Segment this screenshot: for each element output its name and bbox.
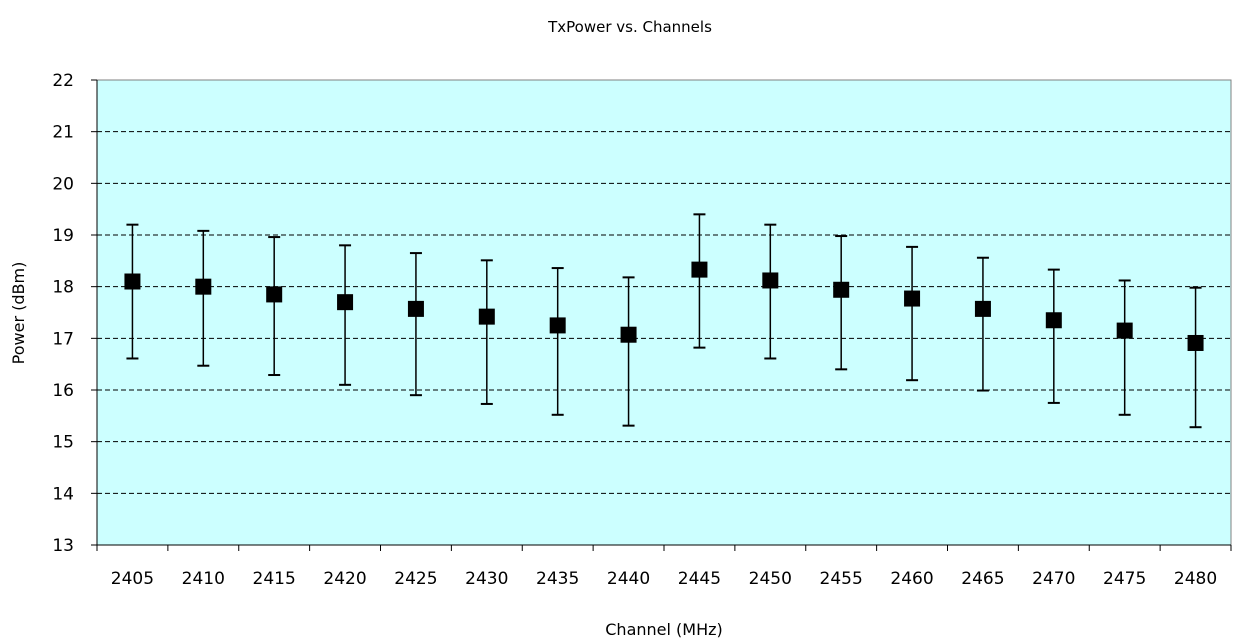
data-point [1187,334,1204,351]
x-tick-label: 2415 [253,569,296,589]
data-point [195,278,212,295]
y-tick-label: 13 [52,536,74,556]
x-tick-labels: 2405 2410 2415 2420 2425 2430 2435 2440 2445 2450… [111,569,1217,589]
x-tick-label: 2450 [749,569,792,589]
x-tick-label: 2410 [182,569,225,589]
y-tick-label: 16 [52,381,74,401]
x-tick-label: 2405 [111,569,154,589]
y-tick-label: 14 [52,484,74,504]
data-point [1116,322,1133,339]
data-point [691,261,708,278]
x-tick-label: 2445 [678,569,721,589]
data-point [266,286,283,303]
x-tick-label: 2480 [1174,569,1217,589]
data-point [1045,312,1062,329]
data-point [974,300,991,317]
axes [91,79,1232,551]
y-tick-label: 18 [52,278,74,298]
x-tick-label: 2470 [1032,569,1075,589]
x-tick-label: 2430 [465,569,508,589]
data-point [407,300,424,317]
y-tick-label: 19 [52,226,74,246]
data-point [762,272,779,289]
gridlines [97,131,1231,494]
y-tick-label: 17 [52,329,74,349]
y-tick-labels: 13 14 15 16 17 18 19 20 21 22 [52,71,74,556]
x-tick-label: 2475 [1103,569,1146,589]
error-bars [126,213,1202,429]
plot-area [96,79,1232,546]
x-tick-label: 2440 [607,569,650,589]
x-tick-label: 2425 [394,569,437,589]
y-tick-label: 15 [52,433,74,453]
data-point [833,281,850,298]
data-point [337,294,354,311]
x-axis-title: Channel (MHz) [605,620,723,639]
x-tick-label: 2460 [890,569,933,589]
data-point [549,317,566,334]
data-point [478,308,495,325]
data-point [620,326,637,343]
y-axis-title: Power (dBm) [9,262,28,365]
y-tick-label: 21 [52,123,74,143]
y-tick-label: 22 [52,71,74,91]
x-tick-label: 2455 [820,569,863,589]
chart-title: TxPower vs. Channels [547,18,712,36]
x-tick-label: 2465 [961,569,1004,589]
data-markers [124,261,1204,351]
y-tick-label: 20 [52,174,74,194]
x-tick-label: 2420 [323,569,366,589]
x-tick-label: 2435 [536,569,579,589]
data-point [904,290,921,307]
data-point [124,273,141,290]
